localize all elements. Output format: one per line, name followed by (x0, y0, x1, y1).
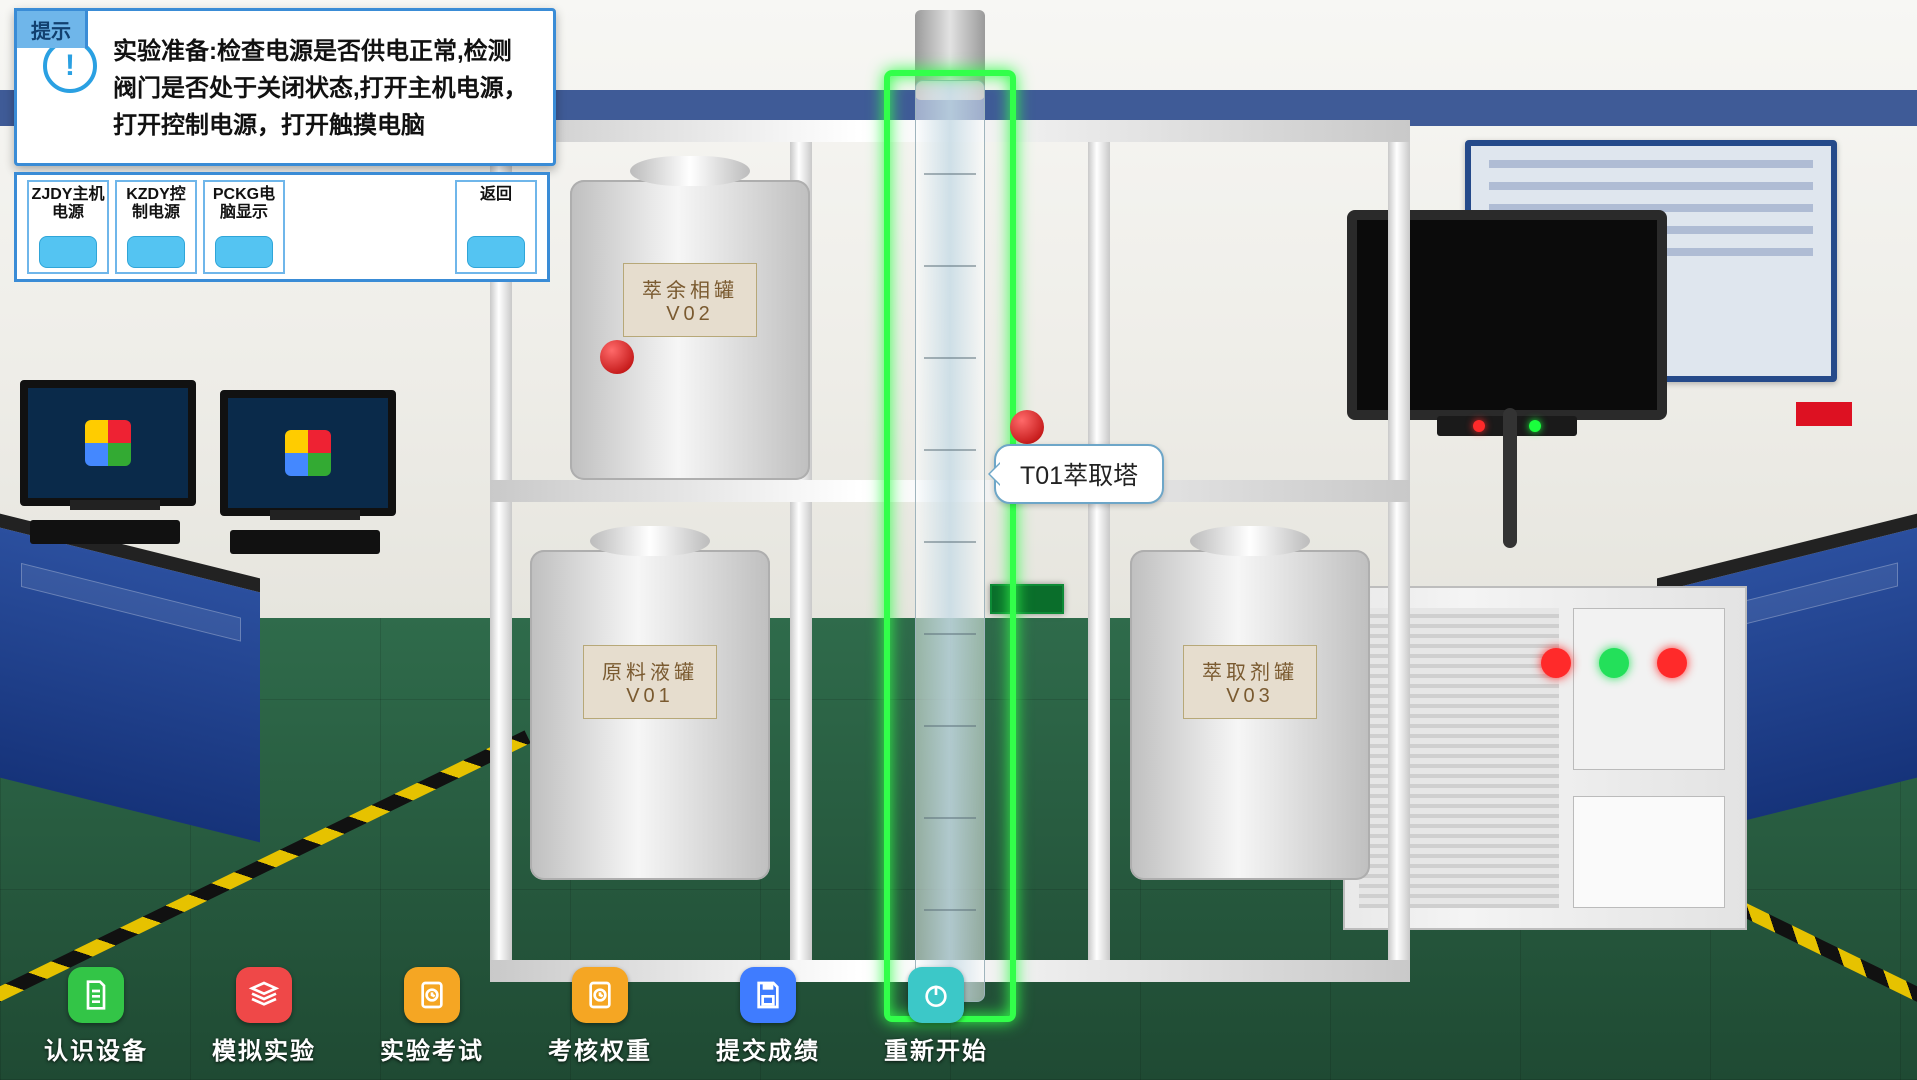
ctrl-pckg: PCKG电脑显示 (203, 180, 285, 274)
tb-label: 考核权重 (548, 1031, 652, 1066)
ctrl-zjdy-label: ZJDY主机电源 (31, 186, 105, 223)
hint-text: 实验准备:检查电源是否供电正常,检测阀门是否处于关闭状态,打开主机电源，打开控制… (113, 33, 533, 145)
cabinet-btn-red-2[interactable] (1657, 648, 1687, 678)
tb-label: 模拟实验 (212, 1031, 316, 1066)
tooltip-text: T01萃取塔 (1020, 462, 1138, 490)
simulation-viewport[interactable]: 萃余相罐V02 原料液罐V01 萃取剂罐V03 T01萃取塔 提示 ! 实验准备… (0, 0, 1917, 1080)
desktop-monitor-1 (20, 380, 196, 506)
fire-sign (1796, 402, 1852, 426)
hint-panel: 提示 ! 实验准备:检查电源是否供电正常,检测阀门是否处于关闭状态,打开主机电源… (14, 8, 556, 166)
doc-icon (68, 967, 124, 1023)
ctrl-zjdy: ZJDY主机电源 (27, 180, 109, 274)
power-controls-panel: ZJDY主机电源 KZDY控制电源 PCKG电脑显示 返回 (14, 172, 550, 282)
monitor-stand-2 (270, 510, 360, 520)
tank-v01-label: 原料液罐V01 (583, 645, 717, 719)
tb-submit-score[interactable]: 提交成绩 (716, 967, 820, 1066)
tb-restart[interactable]: 重新开始 (884, 967, 988, 1066)
tb-label: 提交成绩 (716, 1031, 820, 1066)
extraction-rig[interactable]: 萃余相罐V02 原料液罐V01 萃取剂罐V03 (490, 120, 1410, 1000)
tb-label: 重新开始 (884, 1031, 988, 1066)
stack-icon (236, 967, 292, 1023)
tank-v01[interactable]: 原料液罐V01 (530, 550, 770, 880)
tank-v02-label: 萃余相罐V02 (623, 263, 757, 337)
monitor-stand-1 (70, 500, 160, 510)
keyboard-2 (230, 530, 380, 554)
tb-recognize-equipment[interactable]: 认识设备 (44, 967, 148, 1066)
desktop-monitor-2 (220, 390, 396, 516)
power-icon (908, 967, 964, 1023)
tb-simulate-experiment[interactable]: 模拟实验 (212, 967, 316, 1066)
frame-post (1088, 120, 1110, 980)
ctrl-kzdy-button[interactable] (127, 236, 185, 268)
tb-assessment-weight[interactable]: 考核权重 (548, 967, 652, 1066)
extraction-column-t01[interactable] (915, 80, 985, 1002)
ctrl-return-label: 返回 (480, 186, 512, 204)
clock-icon (572, 967, 628, 1023)
tank-v03[interactable]: 萃取剂罐V03 (1130, 550, 1370, 880)
cabinet-btn-red-1[interactable] (1541, 648, 1571, 678)
ctrl-kzdy-label: KZDY控制电源 (119, 186, 193, 223)
keyboard-1 (30, 520, 180, 544)
ctrl-pckg-button[interactable] (215, 236, 273, 268)
clock-icon (404, 967, 460, 1023)
ctrl-kzdy: KZDY控制电源 (115, 180, 197, 274)
valve-red-2[interactable] (600, 340, 634, 374)
cabinet-btn-green[interactable] (1599, 648, 1629, 678)
valve-red-1[interactable] (1010, 410, 1044, 444)
tb-label: 认识设备 (44, 1031, 148, 1066)
ctrl-zjdy-button[interactable] (39, 236, 97, 268)
tank-v03-label: 萃取剂罐V03 (1183, 645, 1317, 719)
touch-screen-arm (1503, 408, 1517, 548)
tank-v02[interactable]: 萃余相罐V02 (570, 180, 810, 480)
ctrl-return-button[interactable] (467, 236, 525, 268)
tb-experiment-exam[interactable]: 实验考试 (380, 967, 484, 1066)
tb-label: 实验考试 (380, 1031, 484, 1066)
save-icon (740, 967, 796, 1023)
tooltip-bubble: T01萃取塔 (994, 444, 1164, 504)
ctrl-pckg-label: PCKG电脑显示 (207, 186, 281, 223)
frame-post (1388, 120, 1410, 980)
ctrl-return: 返回 (455, 180, 537, 274)
hint-tab: 提示 (14, 8, 88, 48)
bottom-toolbar: 认识设备 模拟实验 实验考试 考核权重 提交成绩 (44, 967, 988, 1066)
